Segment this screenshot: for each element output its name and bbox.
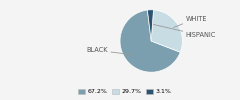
Text: WHITE: WHITE bbox=[174, 16, 207, 28]
Wedge shape bbox=[147, 10, 153, 41]
Legend: 67.2%, 29.7%, 3.1%: 67.2%, 29.7%, 3.1% bbox=[76, 86, 174, 97]
Text: HISPANIC: HISPANIC bbox=[153, 24, 216, 38]
Text: BLACK: BLACK bbox=[87, 47, 131, 55]
Wedge shape bbox=[151, 10, 182, 52]
Wedge shape bbox=[120, 10, 180, 72]
